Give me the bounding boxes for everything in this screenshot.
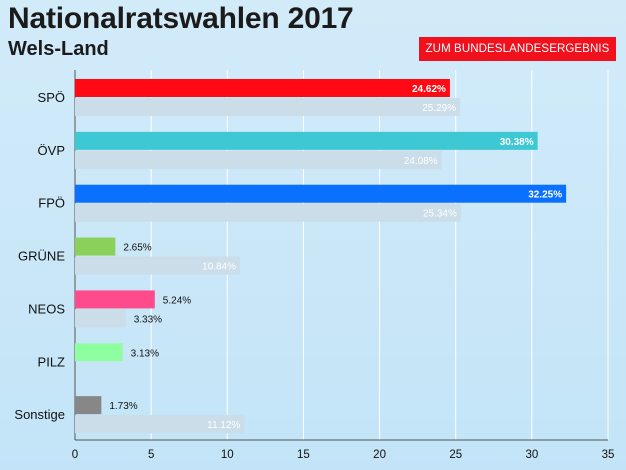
data-label-2017: 1.73% xyxy=(109,401,137,412)
category-label: NEOS xyxy=(28,301,65,316)
category-label: ÖVP xyxy=(38,143,65,158)
x-tick-label: 15 xyxy=(297,449,310,461)
bar-2017 xyxy=(75,290,155,309)
page-title: Nationalratswahlen 2017 xyxy=(8,2,354,35)
category-label: Sonstige xyxy=(14,407,65,422)
bar-2017 xyxy=(75,237,116,256)
x-tick-label: 25 xyxy=(449,449,462,461)
category-label: GRÜNE xyxy=(18,249,65,264)
data-label-2013: 24.08% xyxy=(404,156,438,167)
data-label-2017: 2.65% xyxy=(123,243,151,254)
bundesland-result-button[interactable]: ZUM BUNDESLANDESERGEBNIS xyxy=(419,37,616,61)
data-label-2017: 30.38% xyxy=(500,137,534,148)
x-tick-label: 5 xyxy=(148,449,154,461)
category-label: PILZ xyxy=(38,354,66,369)
bar-2013 xyxy=(75,203,461,222)
data-label-2013: 10.84% xyxy=(202,262,236,273)
data-label-2017: 24.62% xyxy=(412,84,446,95)
data-label-2017: 3.13% xyxy=(131,348,159,359)
x-tick-label: 35 xyxy=(602,449,615,461)
category-label: FPÖ xyxy=(38,196,65,211)
x-tick-label: 10 xyxy=(221,449,234,461)
data-label-2013: 25.29% xyxy=(422,103,456,114)
bar-2017 xyxy=(75,131,538,150)
bar-2013 xyxy=(75,150,442,169)
bar-2017 xyxy=(75,396,102,415)
x-tick-label: 20 xyxy=(373,449,386,461)
page-subtitle: Wels-Land xyxy=(8,38,109,60)
bar-2017 xyxy=(75,343,123,362)
bar-2017 xyxy=(75,184,567,203)
bar-2013 xyxy=(75,309,126,328)
bar-2013 xyxy=(75,415,245,434)
data-label-2013: 11.12% xyxy=(207,420,240,431)
x-tick-label: 0 xyxy=(72,449,78,461)
data-label-2013: 3.33% xyxy=(134,314,162,325)
bar-2017 xyxy=(75,79,450,97)
data-label-2017: 5.24% xyxy=(163,295,191,306)
bar-2013 xyxy=(75,256,241,275)
category-label: SPÖ xyxy=(38,90,65,105)
data-label-2017: 32.25% xyxy=(528,190,562,201)
data-label-2013: 25.34% xyxy=(423,209,457,220)
x-tick-label: 30 xyxy=(525,449,538,461)
bar-2013 xyxy=(75,98,461,116)
